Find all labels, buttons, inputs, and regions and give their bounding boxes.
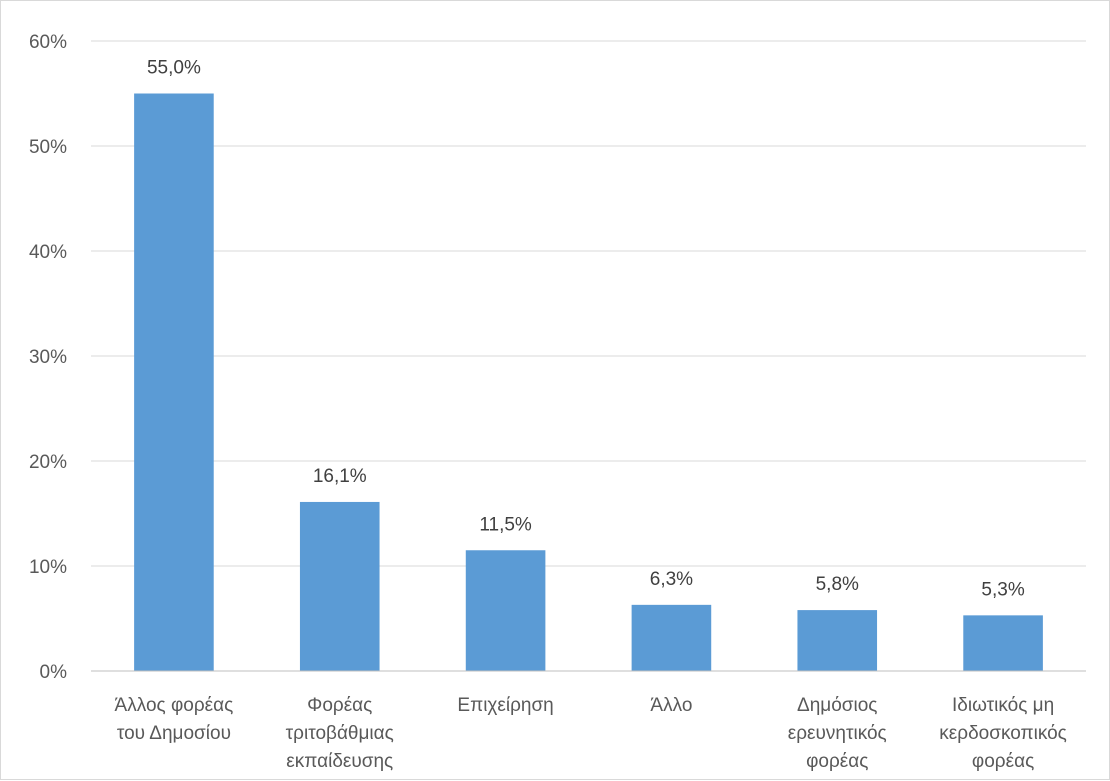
y-tick-label: 0% (40, 662, 68, 683)
data-label: 16,1% (313, 466, 367, 487)
y-axis-ticks: 0% 10% 20% 30% 40% 50% 60% (29, 32, 67, 683)
data-labels: 55,0% 16,1% 11,5% 6,3% 5,8% 5,3% (147, 58, 1025, 601)
category-label: Επιχείρηση (457, 695, 553, 716)
category-label: Άλλο (650, 695, 692, 716)
category-label: ερευνητικός (788, 723, 887, 744)
category-label: Άλλος φορέας (115, 695, 234, 716)
y-tick-label: 50% (29, 137, 67, 158)
bar (631, 604, 712, 671)
category-label: τριτοβάθμιας (286, 723, 394, 744)
bar (963, 615, 1043, 671)
category-label: φορέας (806, 751, 868, 772)
data-label: 11,5% (479, 514, 532, 535)
category-label: κερδοσκοπικός (939, 723, 1067, 744)
category-label: Φορέας (307, 695, 372, 716)
y-tick-label: 20% (29, 452, 67, 473)
data-label: 6,3% (650, 569, 693, 590)
bars (134, 93, 1043, 671)
category-label: του Δημοσίου (117, 723, 231, 744)
category-label: Δημόσιος (797, 695, 877, 716)
y-tick-label: 30% (29, 347, 67, 368)
y-tick-label: 10% (29, 557, 67, 578)
category-label: Ιδιωτικός μη (952, 695, 1054, 716)
bar (465, 550, 546, 671)
category-label: εκπαίδευσης (286, 751, 393, 772)
gridlines (91, 40, 1086, 567)
data-label: 5,3% (981, 579, 1024, 600)
bar (134, 93, 214, 671)
bar (797, 610, 878, 671)
data-label: 55,0% (147, 58, 201, 79)
y-tick-label: 60% (29, 32, 67, 53)
x-axis-categories: Άλλος φορέας του Δημοσίου Φορέας τριτοβάθμι… (115, 695, 1067, 772)
y-tick-label: 40% (29, 242, 67, 263)
bar (299, 501, 380, 671)
data-label: 5,8% (816, 574, 859, 595)
category-label: φορέας (972, 751, 1034, 772)
